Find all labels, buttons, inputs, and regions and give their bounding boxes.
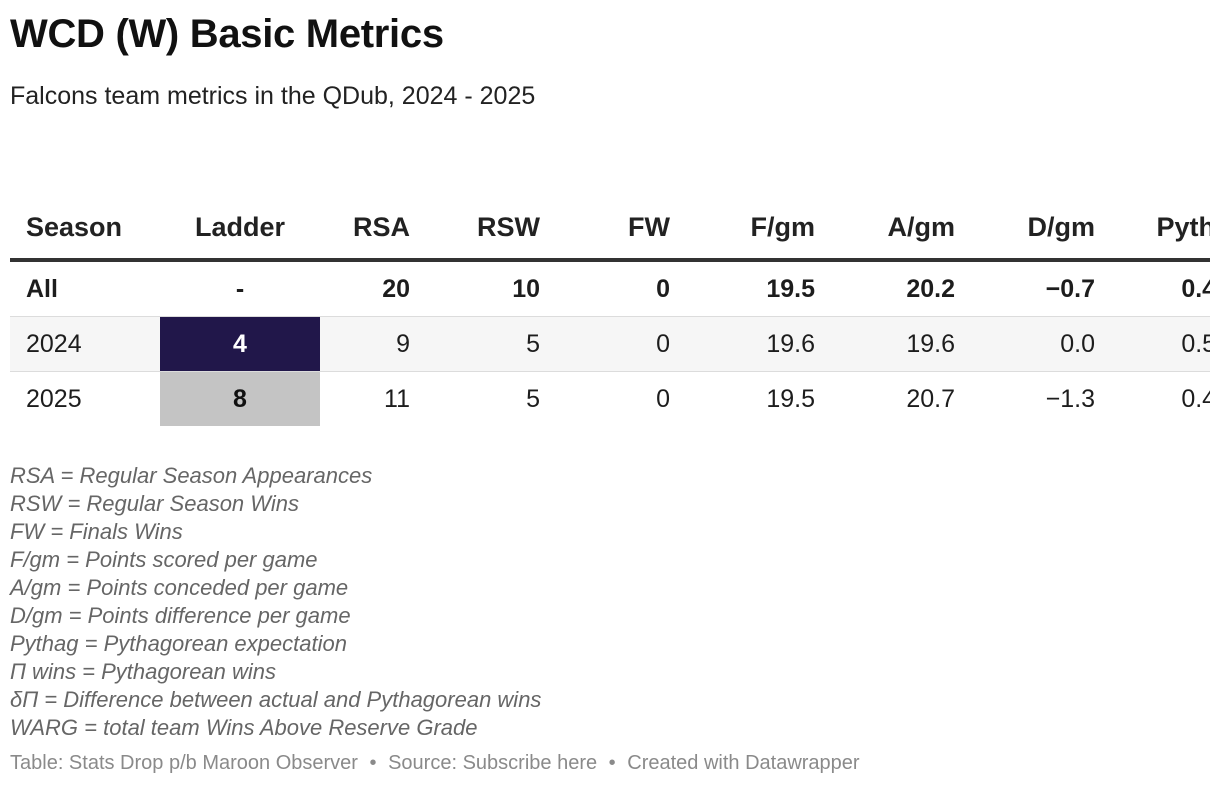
- chart-subtitle: Falcons team metrics in the QDub, 2024 -…: [10, 82, 536, 110]
- cell-pythag: 0.47: [1095, 371, 1210, 426]
- header-rsa[interactable]: RSA: [320, 196, 410, 262]
- cell-fw: 0: [540, 260, 670, 317]
- note-line: Π wins = Pythagorean wins: [10, 659, 277, 684]
- footer-created-with-link[interactable]: Created with Datawrapper: [627, 752, 860, 774]
- note-line: δΠ = Difference between actual and Pytha…: [10, 687, 542, 712]
- cell-pythag: 0.48: [1095, 260, 1210, 317]
- table-row-2025: 2025 8 11 5 0 19.5 20.7 −1.3 0.47: [10, 371, 1210, 426]
- cell-d-per-gm: −1.3: [955, 371, 1095, 426]
- footer: Table: Stats Drop p/b Maroon Observer • …: [10, 752, 860, 775]
- header-a-per-gm[interactable]: A/gm: [815, 196, 955, 262]
- cell-pythag: 0.50: [1095, 316, 1210, 372]
- cell-d-per-gm: 0.0: [955, 316, 1095, 372]
- footer-source-link[interactable]: Source: Subscribe here: [388, 752, 598, 774]
- header-rsw[interactable]: RSW: [410, 196, 540, 262]
- note-line: WARG = total team Wins Above Reserve Gra…: [10, 715, 478, 740]
- note-line: D/gm = Points difference per game: [10, 603, 351, 628]
- ladder-badge-2025: 8: [160, 372, 320, 426]
- header-pythag[interactable]: Pytha: [1095, 196, 1210, 262]
- header-row: Season Ladder RSA RSW FW F/gm A/gm D/gm …: [10, 196, 1210, 262]
- header-fw[interactable]: FW: [540, 196, 670, 262]
- note-line: RSA = Regular Season Appearances: [10, 463, 373, 488]
- note-line: A/gm = Points conceded per game: [10, 575, 349, 600]
- cell-fw: 0: [540, 371, 670, 426]
- cell-ladder: 4: [160, 316, 320, 372]
- abbreviation-notes: RSA = Regular Season Appearances RSW = R…: [10, 462, 541, 742]
- ladder-badge-2024: 4: [160, 317, 320, 371]
- metrics-table: Season Ladder RSA RSW FW F/gm A/gm D/gm …: [10, 196, 1210, 426]
- note-line: F/gm = Points scored per game: [10, 547, 318, 572]
- cell-rsa: 11: [320, 371, 410, 426]
- footer-separator: •: [369, 752, 377, 774]
- header-d-per-gm[interactable]: D/gm: [955, 196, 1095, 262]
- chart-title: WCD (W) Basic Metrics: [10, 12, 444, 56]
- header-season[interactable]: Season: [10, 196, 160, 262]
- header-f-per-gm[interactable]: F/gm: [670, 196, 815, 262]
- cell-ladder: -: [160, 260, 320, 317]
- cell-season: 2025: [10, 371, 160, 426]
- note-line: RSW = Regular Season Wins: [10, 491, 299, 516]
- cell-rsw: 5: [410, 371, 540, 426]
- cell-a-per-gm: 20.2: [815, 260, 955, 317]
- table-row-2024: 2024 4 9 5 0 19.6 19.6 0.0 0.50: [10, 316, 1210, 372]
- metrics-table-container: Season Ladder RSA RSW FW F/gm A/gm D/gm …: [10, 196, 1210, 426]
- note-line: FW = Finals Wins: [10, 519, 183, 544]
- cell-f-per-gm: 19.5: [670, 371, 815, 426]
- footer-separator: •: [608, 752, 616, 774]
- cell-f-per-gm: 19.5: [670, 260, 815, 317]
- cell-a-per-gm: 19.6: [815, 316, 955, 372]
- cell-fw: 0: [540, 316, 670, 372]
- cell-f-per-gm: 19.6: [670, 316, 815, 372]
- cell-d-per-gm: −0.7: [955, 260, 1095, 317]
- cell-season: 2024: [10, 316, 160, 372]
- cell-season: All: [10, 260, 160, 317]
- header-ladder[interactable]: Ladder: [160, 196, 320, 262]
- cell-a-per-gm: 20.7: [815, 371, 955, 426]
- cell-ladder: 8: [160, 371, 320, 426]
- footer-table-credit: Table: Stats Drop p/b Maroon Observer: [10, 752, 358, 774]
- cell-rsw: 5: [410, 316, 540, 372]
- note-line: Pythag = Pythagorean expectation: [10, 631, 347, 656]
- cell-rsa: 20: [320, 260, 410, 317]
- cell-rsa: 9: [320, 316, 410, 372]
- cell-rsw: 10: [410, 260, 540, 317]
- table-row-all: All - 20 10 0 19.5 20.2 −0.7 0.48: [10, 260, 1210, 317]
